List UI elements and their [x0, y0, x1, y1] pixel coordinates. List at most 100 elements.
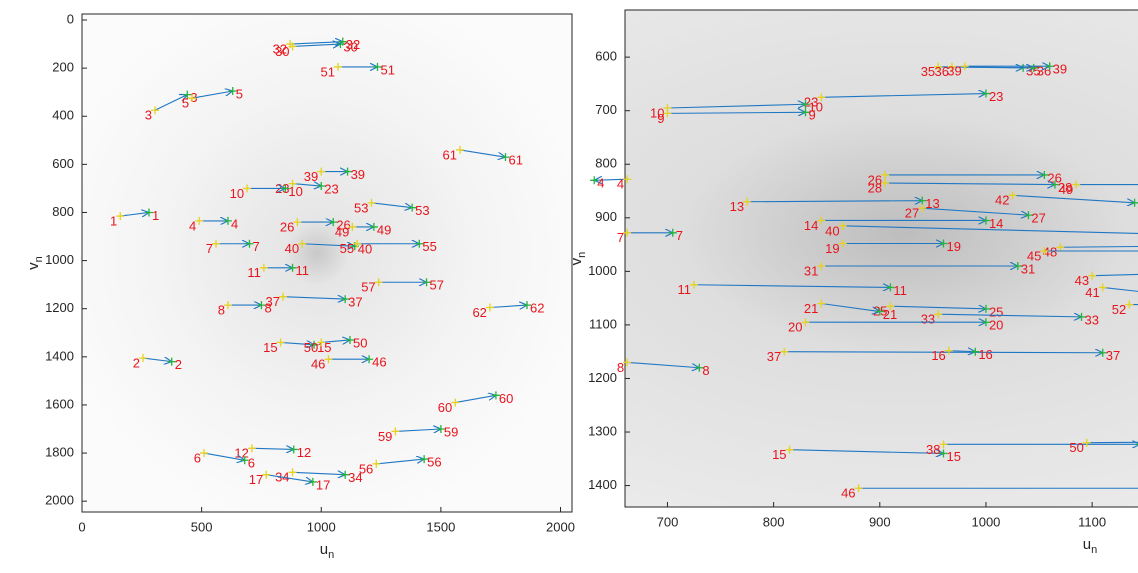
end-label: 56: [427, 455, 441, 470]
start-label: 62: [472, 305, 486, 320]
point-marker: [501, 153, 510, 162]
displacement-arrow: [948, 351, 976, 352]
point-marker: [668, 228, 677, 237]
displacement-arrow: [395, 429, 440, 431]
point-marker: [1088, 271, 1097, 280]
point-marker: [939, 440, 948, 449]
end-label: 39: [1053, 62, 1067, 77]
point-marker: [200, 449, 209, 458]
point-marker: [1130, 198, 1138, 207]
point-marker: [918, 196, 927, 205]
displacement-arrow: [885, 183, 1055, 185]
start-label: 1: [110, 214, 117, 229]
point-marker: [415, 239, 424, 248]
point-marker: [408, 203, 417, 212]
start-label: 60: [438, 400, 452, 415]
point-marker: [183, 90, 192, 99]
point-marker: [286, 40, 295, 49]
x-tick-label: 1000: [971, 514, 1000, 529]
point-marker: [329, 218, 338, 227]
point-marker: [367, 198, 376, 207]
start-label: 21: [804, 301, 818, 316]
plot: 7008009001000110012001300140015006007008…: [568, 9, 1138, 556]
point-marker: [308, 477, 317, 486]
point-marker: [1077, 312, 1086, 321]
start-label: 42: [995, 193, 1009, 208]
displacement-arrow: [922, 207, 1028, 215]
start-label: 32: [273, 42, 287, 57]
y-tick-label: 600: [52, 156, 74, 171]
start-label: 13: [730, 199, 744, 214]
y-axis-label-sub: n: [33, 256, 45, 262]
end-label: 1: [152, 208, 159, 223]
point-marker: [288, 468, 297, 477]
end-label: 8: [702, 363, 709, 378]
start-label: 30: [275, 44, 289, 59]
displacement-arrow: [282, 297, 345, 299]
end-label: 40: [358, 242, 372, 257]
point-marker: [317, 182, 326, 191]
y-tick-label: 700: [595, 102, 617, 117]
point-marker: [245, 239, 254, 248]
point-marker: [875, 307, 884, 316]
start-label: 4: [617, 177, 624, 192]
point-marker: [1056, 243, 1065, 252]
point-marker: [886, 302, 895, 311]
displacement-arrow: [667, 112, 805, 113]
x-tick-label: 1100: [1078, 514, 1106, 529]
y-tick-label: 1300: [588, 423, 617, 438]
point-marker: [223, 216, 232, 225]
end-label: 57: [430, 278, 444, 293]
end-label: 7: [676, 228, 683, 243]
start-label: 40: [285, 241, 299, 256]
end-label: 10: [808, 100, 822, 115]
y-tick-label: 800: [52, 204, 74, 219]
start-label: 28: [868, 180, 882, 195]
displacement-arrow: [290, 42, 343, 44]
displacement-arrow: [203, 452, 245, 460]
displacement-arrow: [1092, 273, 1138, 277]
x-tick-label: 800: [763, 514, 785, 529]
start-label: 46: [841, 486, 855, 501]
start-label: 26: [280, 220, 294, 235]
start-label: 17: [249, 472, 263, 487]
start-label: 55: [340, 241, 354, 256]
point-marker: [523, 301, 532, 310]
displacement-arrow: [693, 285, 890, 288]
point-marker: [695, 363, 704, 372]
displacement-arrow: [821, 94, 986, 98]
point-marker: [298, 239, 307, 248]
start-label: 39: [304, 169, 318, 184]
point-marker: [881, 170, 890, 179]
start-label: 41: [1085, 285, 1099, 300]
displacement-arrow: [459, 149, 505, 157]
point-marker: [353, 239, 362, 248]
point-marker: [456, 145, 465, 154]
end-label: 62: [530, 301, 544, 316]
displacement-arrow: [455, 395, 496, 404]
y-tick-label: 600: [595, 49, 617, 64]
start-label: 40: [825, 223, 839, 238]
point-marker: [374, 278, 383, 287]
point-marker: [343, 167, 352, 176]
point-marker: [1024, 211, 1033, 220]
start-label: 61: [443, 147, 457, 162]
start-label: 51: [321, 64, 335, 79]
point-marker: [1008, 191, 1017, 200]
point-marker: [801, 108, 810, 117]
point-marker: [391, 427, 400, 436]
point-marker: [934, 310, 943, 319]
y-tick-label: 1000: [45, 252, 74, 267]
start-label: 52: [1112, 302, 1126, 317]
end-label: 49: [377, 222, 391, 237]
point-marker: [257, 301, 266, 310]
plot: 0 500 1000 1500 2000020040060080010001200140…: [25, 11, 575, 560]
point-marker: [247, 444, 256, 453]
point-marker: [139, 354, 148, 363]
end-label: 51: [380, 62, 394, 77]
x-tick-label: 2000: [546, 519, 575, 534]
start-label: 45: [1027, 248, 1041, 263]
point-marker: [240, 456, 249, 465]
start-label: 53: [354, 200, 368, 215]
y-tick-label: 1000: [588, 263, 617, 278]
